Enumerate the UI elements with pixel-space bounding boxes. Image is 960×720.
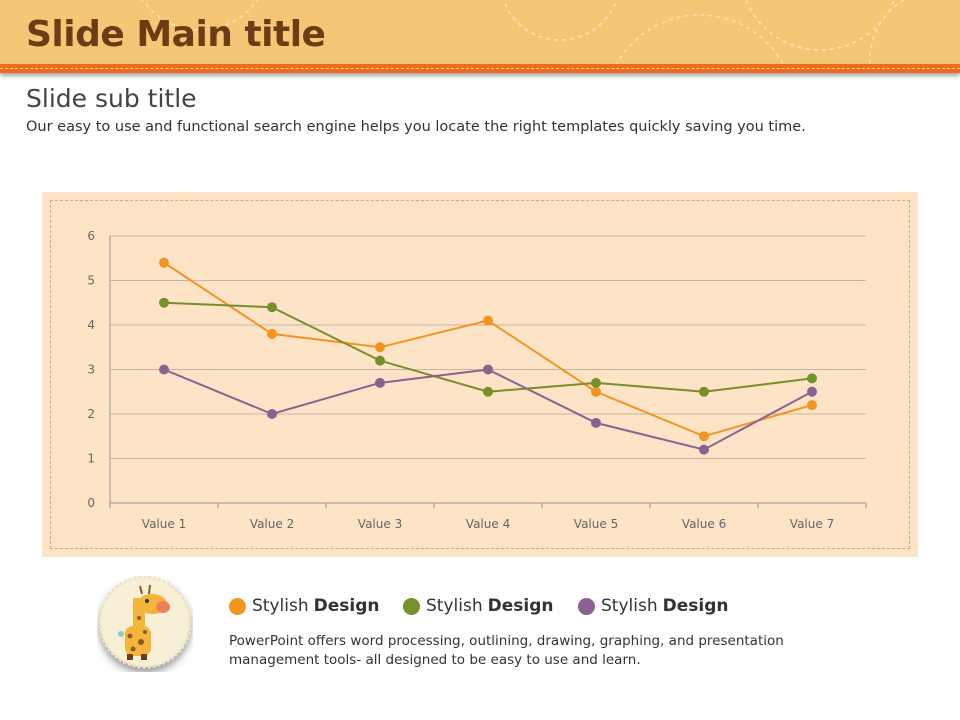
legend-label: Stylish <box>426 596 483 616</box>
x-tick-label: Value 6 <box>682 517 726 531</box>
y-tick-label: 4 <box>87 318 95 332</box>
data-point-series-1 <box>159 257 169 268</box>
y-tick-label: 2 <box>87 407 95 421</box>
data-point-series-2 <box>159 297 169 308</box>
x-tick-label: Value 7 <box>790 517 834 531</box>
x-tick-label: Value 5 <box>574 517 618 531</box>
chart-panel: 0 1 2 3 4 5 6 Value 1 Value 2 Value 3 Value 4 Value… <box>42 192 918 557</box>
data-point-series-1 <box>267 328 277 339</box>
legend-dot-purple-icon <box>578 597 595 615</box>
x-tick-label: Value 4 <box>466 517 510 531</box>
y-tick-label: 3 <box>87 363 95 377</box>
footer-text: PowerPoint offers word processing, outli… <box>229 633 784 668</box>
legend-item-1: Stylish Design <box>229 596 379 616</box>
y-tick-label: 0 <box>87 496 95 510</box>
header-banner: Slide Main title <box>0 0 960 64</box>
legend-item-2: Stylish Design <box>403 596 553 616</box>
data-point-series-1 <box>699 431 709 442</box>
data-point-series-2 <box>375 355 385 366</box>
slide-description: Our easy to use and functional search en… <box>26 119 806 135</box>
data-point-series-3 <box>159 364 169 375</box>
data-point-series-3 <box>375 377 385 388</box>
data-point-series-1 <box>483 315 493 326</box>
data-point-series-2 <box>699 386 709 397</box>
data-point-series-3 <box>267 409 277 419</box>
x-tick-label: Value 1 <box>142 517 186 531</box>
data-point-series-1 <box>591 386 601 397</box>
series-line-3 <box>163 368 813 451</box>
legend-label: Stylish <box>601 596 658 616</box>
data-point-series-1 <box>375 342 385 353</box>
legend-label: Stylish <box>252 596 309 616</box>
y-tick-label: 5 <box>87 274 95 288</box>
data-point-series-2 <box>591 377 601 388</box>
giraffe-badge-icon <box>98 576 192 669</box>
legend-label-bold: Design <box>313 596 380 616</box>
line-chart: 0 1 2 3 4 5 6 Value 1 Value 2 Value 3 Value 4 Value… <box>87 229 867 531</box>
legend-dot-green-icon <box>403 597 420 615</box>
data-point-series-2 <box>483 386 493 397</box>
decorative-swirls <box>141 0 906 64</box>
y-tick-label: 1 <box>87 452 95 466</box>
data-point-series-3 <box>591 417 601 428</box>
legend-label-bold: Design <box>487 596 554 616</box>
data-point-series-2 <box>267 302 277 313</box>
y-tick-label: 6 <box>87 229 95 243</box>
legend-item-3: Stylish Design <box>578 596 728 616</box>
legend-dot-orange-icon <box>229 597 246 615</box>
slide-main-title: Slide Main title <box>26 14 326 55</box>
header-stripe <box>0 64 960 73</box>
data-point-series-2 <box>807 373 817 384</box>
slide-subtitle: Slide sub title <box>26 84 197 113</box>
x-tick-label: Value 2 <box>250 517 294 531</box>
data-point-series-3 <box>807 386 817 397</box>
data-point-series-1 <box>807 400 817 411</box>
x-tick-label: Value 3 <box>358 517 402 531</box>
data-point-series-3 <box>699 444 709 455</box>
legend-label-bold: Design <box>662 596 729 616</box>
panel-dashed-border <box>50 200 910 549</box>
data-point-series-3 <box>483 364 493 375</box>
